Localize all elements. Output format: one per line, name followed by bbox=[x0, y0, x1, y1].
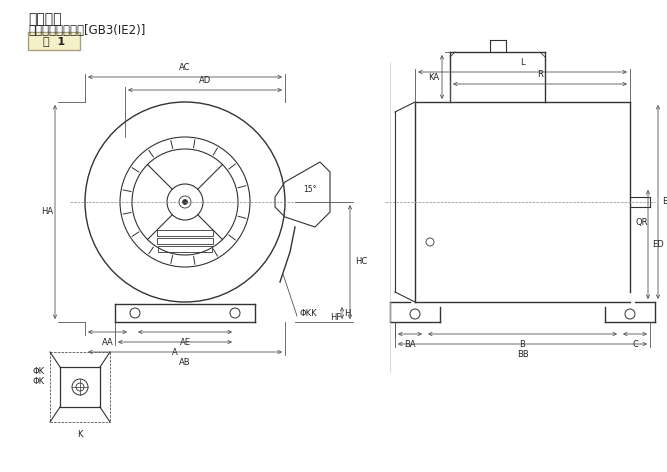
Bar bbox=[158, 245, 212, 252]
Text: B: B bbox=[520, 340, 526, 349]
Text: 图  1: 图 1 bbox=[43, 36, 65, 46]
Text: AA: AA bbox=[101, 338, 113, 347]
Text: HF: HF bbox=[330, 313, 342, 322]
Text: HA: HA bbox=[41, 208, 53, 217]
Text: K: K bbox=[77, 430, 83, 439]
Text: 外形尺寸: 外形尺寸 bbox=[28, 12, 61, 26]
Text: HC: HC bbox=[355, 258, 368, 267]
Text: A: A bbox=[172, 348, 178, 357]
Text: ΦK: ΦK bbox=[33, 368, 45, 377]
Text: KA: KA bbox=[428, 73, 440, 82]
Text: BB: BB bbox=[517, 350, 528, 359]
Text: H: H bbox=[344, 309, 350, 318]
FancyBboxPatch shape bbox=[28, 32, 80, 50]
Circle shape bbox=[183, 200, 187, 204]
Text: L: L bbox=[520, 58, 525, 67]
Text: ΦKK: ΦKK bbox=[300, 310, 317, 319]
Text: AC: AC bbox=[179, 63, 191, 72]
Text: AB: AB bbox=[179, 358, 191, 367]
Bar bbox=[157, 229, 213, 236]
Text: AE: AE bbox=[179, 338, 191, 347]
Text: E: E bbox=[662, 197, 667, 207]
Text: C: C bbox=[632, 340, 638, 349]
Text: BA: BA bbox=[404, 340, 416, 349]
Text: ΦK: ΦK bbox=[33, 378, 45, 387]
Text: 全封闭外部风扇型[GB3(IE2)]: 全封闭外部风扇型[GB3(IE2)] bbox=[28, 24, 145, 37]
Text: 15°: 15° bbox=[303, 185, 317, 194]
Text: QR: QR bbox=[635, 218, 648, 227]
Text: ED: ED bbox=[652, 240, 664, 249]
Text: AD: AD bbox=[199, 76, 211, 85]
Bar bbox=[157, 237, 213, 244]
Text: R: R bbox=[537, 70, 543, 79]
